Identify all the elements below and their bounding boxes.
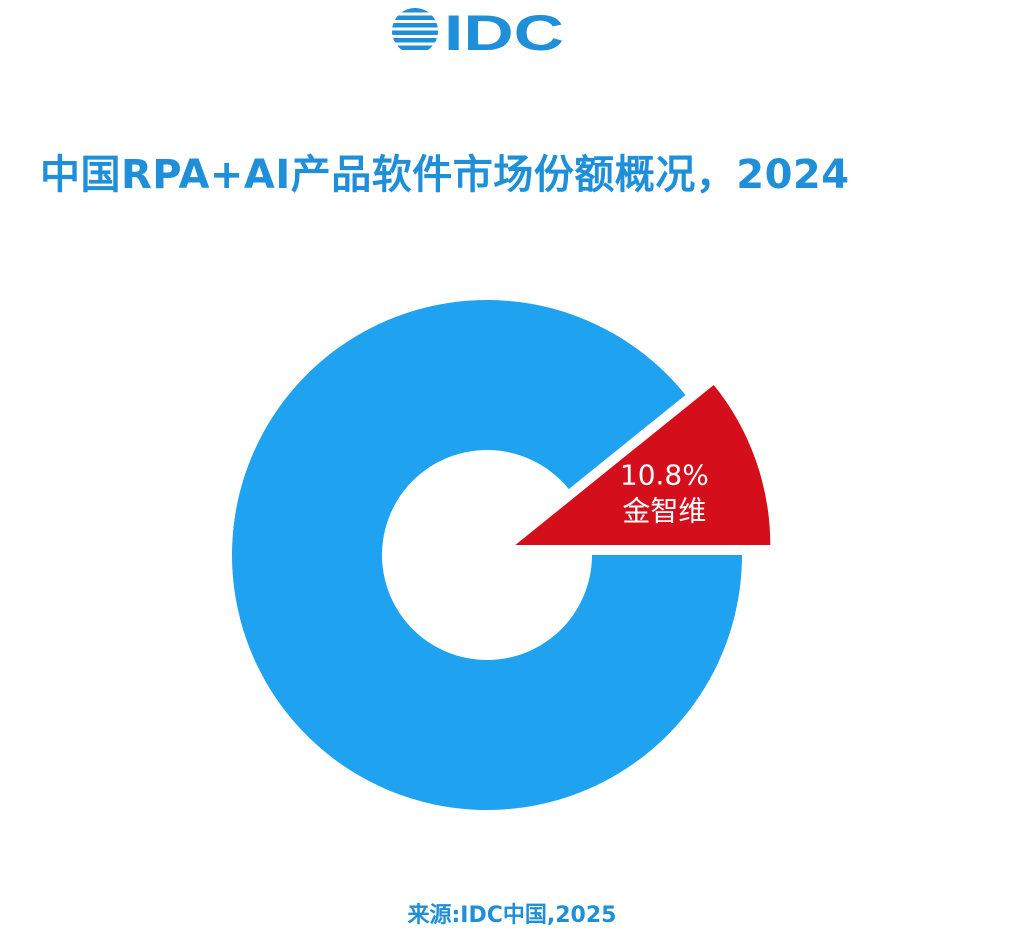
chart-title: 中国RPA+AI产品软件市场份额概况，2024 <box>40 152 850 198</box>
globe-icon <box>392 8 438 50</box>
slice-value-label: 10.8% <box>620 458 709 491</box>
pie-slice-other <box>232 300 743 811</box>
source-note: 来源:IDC中国,2025 <box>407 903 617 928</box>
pie-slice-highlighted <box>515 384 771 546</box>
idc-logo: IDC <box>392 5 564 60</box>
slice-category-label: 金智维 <box>622 494 706 527</box>
logo-text: IDC <box>444 5 564 60</box>
